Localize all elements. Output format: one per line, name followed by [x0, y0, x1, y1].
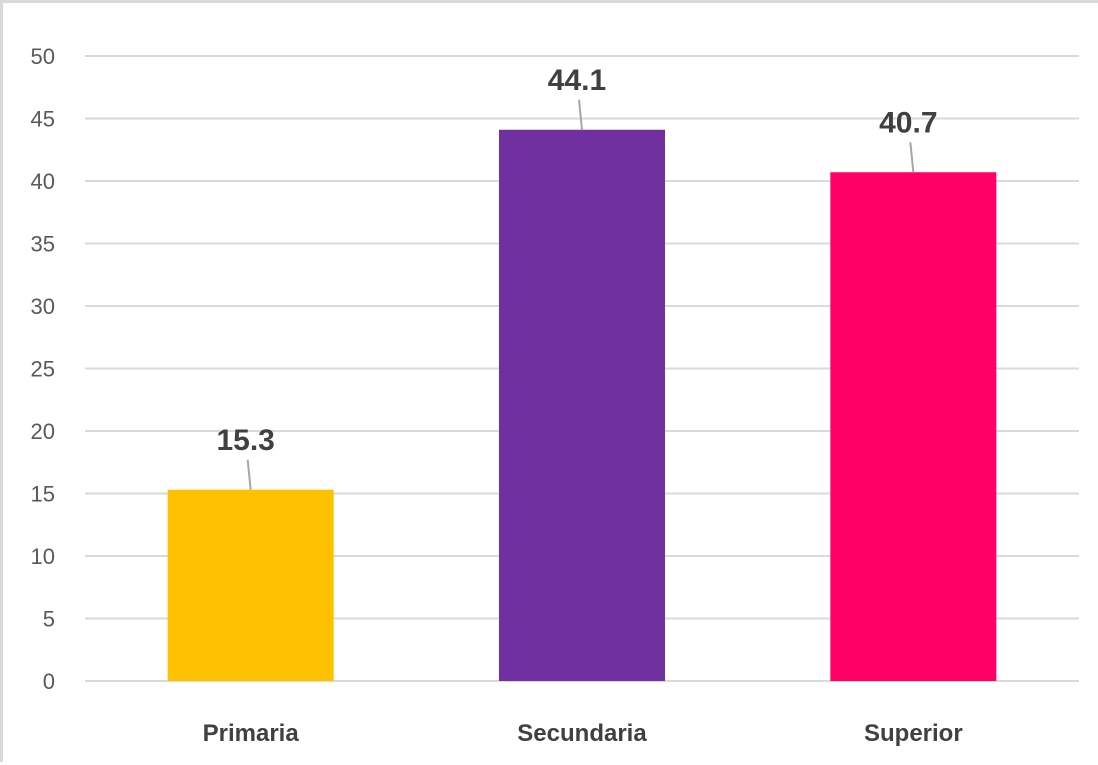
- data-label-leader-lines: [246, 99, 915, 490]
- y-tick-label: 0: [43, 669, 55, 694]
- bar-chart: 0 5 10 15 20 25 30 35 40 45 50 15.3 44.1 40.7 Primar…: [31, 44, 1079, 747]
- bar-primaria: [167, 489, 334, 681]
- x-axis-category-labels: Primaria Secundaria Superior: [203, 720, 963, 747]
- leader-line: [246, 459, 252, 490]
- y-tick-label: 40: [31, 169, 55, 194]
- data-labels: 15.3 44.1 40.7: [216, 64, 937, 457]
- bar-secundaria: [499, 129, 665, 681]
- category-label: Superior: [864, 720, 963, 747]
- y-tick-label: 50: [31, 44, 55, 69]
- y-tick-label: 15: [31, 482, 55, 507]
- y-tick-label: 35: [31, 232, 55, 257]
- category-label: Primaria: [203, 720, 300, 747]
- data-label: 44.1: [548, 64, 606, 97]
- y-tick-label: 5: [43, 607, 55, 632]
- bar-superior: [830, 172, 997, 681]
- y-tick-label: 30: [31, 294, 55, 319]
- y-tick-label: 25: [31, 357, 55, 382]
- y-tick-label: 45: [31, 107, 55, 132]
- data-label: 15.3: [216, 424, 274, 457]
- bars: [167, 129, 997, 681]
- y-tick-label: 10: [31, 544, 55, 569]
- y-tick-label: 20: [31, 419, 55, 444]
- leader-line: [909, 142, 915, 173]
- category-label: Secundaria: [517, 720, 647, 747]
- data-label: 40.7: [879, 106, 937, 139]
- y-axis-tick-labels: 0 5 10 15 20 25 30 35 40 45 50: [31, 44, 55, 694]
- leader-line: [578, 99, 583, 130]
